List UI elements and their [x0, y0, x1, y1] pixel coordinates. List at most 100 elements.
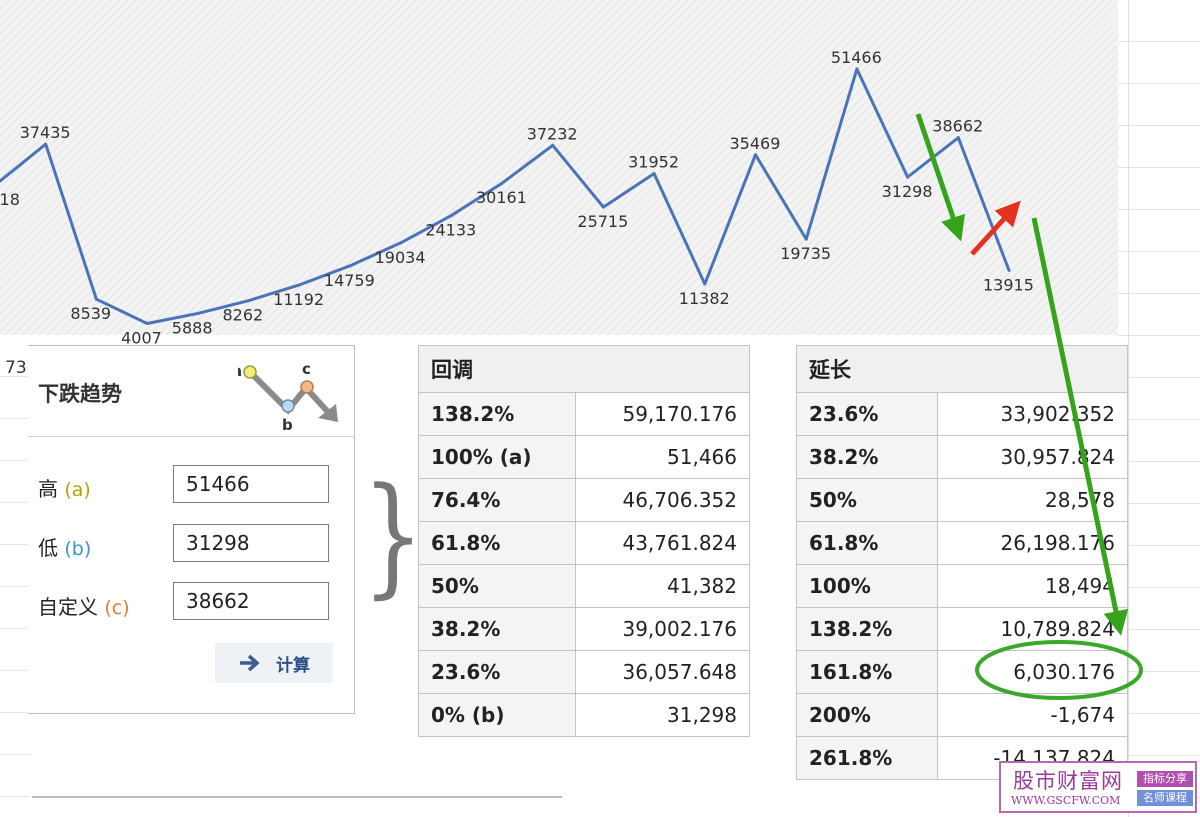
extension-level: 261.8%	[796, 736, 938, 780]
low-input[interactable]: 31298	[173, 524, 329, 562]
data-label: 31952	[628, 153, 679, 172]
data-label: 25715	[577, 212, 628, 231]
extension-value: -1,674	[936, 693, 1129, 737]
custom-label: 自定义 (c)	[38, 591, 130, 620]
data-point	[94, 297, 98, 301]
extension-value: 28,578	[936, 478, 1129, 522]
extension-value: 26,198.176	[936, 521, 1129, 565]
extension-value: 30,957.824	[936, 435, 1129, 479]
retracement-row: 138.2% 59,170.176	[418, 392, 751, 436]
data-point	[956, 136, 960, 140]
data-point	[297, 283, 301, 287]
extension-value: 18,494	[936, 564, 1129, 608]
data-point	[1007, 268, 1011, 272]
retracement-value: 59,170.176	[574, 392, 751, 436]
retracement-value: 43,761.824	[574, 521, 751, 565]
icon-label-c: c	[302, 360, 311, 378]
high-label: 高 (a)	[38, 473, 91, 502]
calculate-button[interactable]: 计算	[215, 643, 333, 683]
input-panel: 下跌趋势 a b c 高 (a) 51466 低 (b) 31298 自定义 (…	[28, 345, 355, 714]
watermark-tag-2: 名师课程	[1137, 790, 1193, 806]
data-point	[855, 67, 859, 71]
extension-row: 23.6% 33,902.352	[796, 392, 1129, 436]
retracement-value: 41,382	[574, 564, 751, 608]
retracement-row: 23.6% 36,057.648	[418, 650, 751, 694]
data-label: 35469	[730, 134, 781, 153]
extension-header: 延长	[796, 345, 1128, 393]
custom-tag: (c)	[104, 597, 130, 619]
bottom-divider	[32, 796, 562, 798]
retracement-level: 38.2%	[418, 607, 576, 651]
data-point	[399, 241, 403, 245]
extension-row: 161.8% 6,030.176	[796, 650, 1129, 694]
extension-row: 50% 28,578	[796, 478, 1129, 522]
retracement-value: 51,466	[574, 435, 751, 479]
retracement-level: 100% (a)	[418, 435, 576, 479]
low-tag: (b)	[64, 538, 92, 560]
data-point	[500, 181, 504, 185]
data-label: 11382	[679, 289, 730, 308]
data-label: 5888	[172, 318, 213, 337]
extension-row: 138.2% 10,789.824	[796, 607, 1129, 651]
calculate-button-label: 计算	[276, 655, 310, 676]
retracement-row: 100% (a) 51,466	[418, 435, 751, 479]
data-label: 11192	[273, 290, 324, 309]
data-point	[652, 172, 656, 176]
custom-input[interactable]: 38662	[173, 582, 329, 620]
extension-table: 延长 23.6% 33,902.352 38.2% 30,957.824 50% 28,5…	[796, 345, 1129, 780]
retracement-level: 61.8%	[418, 521, 576, 565]
retracement-header: 回调	[418, 345, 750, 393]
extension-value: 6,030.176	[936, 650, 1129, 694]
retracement-value: 46,706.352	[574, 478, 751, 522]
extension-value: 33,902.352	[936, 392, 1129, 436]
data-point	[145, 322, 149, 326]
panel-title: 下跌趋势	[38, 382, 122, 406]
high-input[interactable]: 51466	[173, 465, 329, 503]
brace-connector: }	[362, 459, 425, 611]
extension-level: 161.8%	[796, 650, 938, 694]
data-label: 51466	[831, 48, 882, 67]
retracement-row: 76.4% 46,706.352	[418, 478, 751, 522]
extension-level: 38.2%	[796, 435, 938, 479]
icon-label-b: b	[282, 416, 293, 432]
data-label: 19735	[780, 244, 831, 263]
data-point	[906, 175, 910, 179]
data-label: 8539	[70, 304, 111, 323]
data-label: 8262	[223, 306, 264, 325]
edge-label: 73	[5, 358, 27, 378]
retracement-row: 50% 41,382	[418, 564, 751, 608]
data-point	[601, 205, 605, 209]
spreadsheet-grid-left	[0, 335, 30, 817]
downtrend-icon: a b c	[238, 360, 338, 432]
data-label: 13915	[983, 275, 1034, 294]
extension-level: 61.8%	[796, 521, 938, 565]
data-point	[449, 214, 453, 218]
retracement-value: 36,057.648	[574, 650, 751, 694]
watermark-brand: 股市财富网	[1013, 769, 1123, 793]
watermark-logo: 股市财富网 WWW.GSCFW.COM 指标分享 名师课程	[999, 761, 1197, 813]
high-tag: (a)	[64, 479, 91, 501]
high-label-text: 高	[38, 477, 58, 501]
extension-row: 200% -1,674	[796, 693, 1129, 737]
data-label: 24133	[425, 221, 476, 240]
extension-level: 200%	[796, 693, 938, 737]
data-label: 37435	[20, 123, 71, 142]
data-label: 38662	[932, 117, 983, 136]
data-point	[348, 264, 352, 268]
data-point	[196, 311, 200, 315]
data-label: 19034	[375, 248, 426, 267]
data-point	[551, 143, 555, 147]
retracement-row: 61.8% 43,761.824	[418, 521, 751, 565]
panel-header: 下跌趋势 a b c	[28, 346, 354, 437]
custom-label-text: 自定义	[38, 595, 98, 619]
data-point	[247, 299, 250, 303]
data-point	[804, 237, 808, 241]
extension-level: 100%	[796, 564, 938, 608]
extension-row: 100% 18,494	[796, 564, 1129, 608]
extension-value: 10,789.824	[936, 607, 1129, 651]
extension-row: 61.8% 26,198.176	[796, 521, 1129, 565]
watermark-tag-1: 指标分享	[1137, 771, 1193, 787]
low-label: 低 (b)	[38, 532, 91, 561]
low-label-text: 低	[38, 536, 58, 560]
